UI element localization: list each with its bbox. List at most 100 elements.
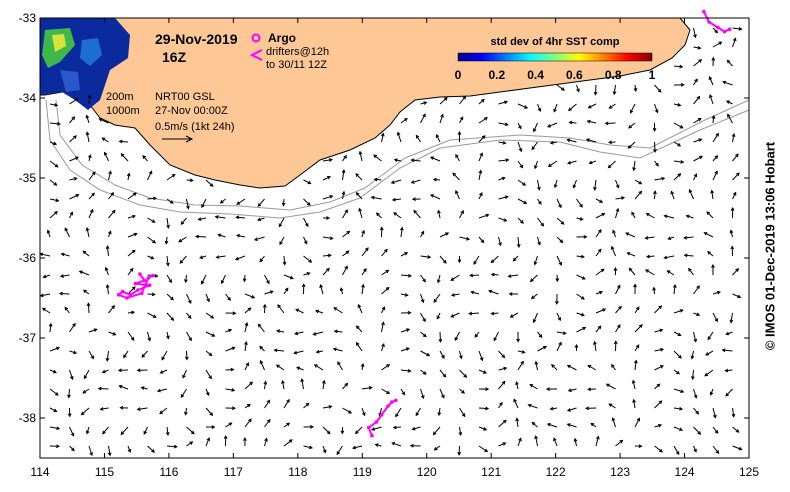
current-arrowhead: [580, 254, 585, 259]
current-arrowhead: [281, 379, 285, 384]
current-arrowhead: [530, 295, 535, 300]
current-arrow: [488, 290, 499, 295]
current-arrow: [143, 426, 148, 435]
latitude-axis: -33 -34 -35 -36 -37 -38: [19, 11, 749, 425]
current-arrow: [459, 210, 464, 219]
current-arrow: [235, 255, 246, 261]
current-arrow: [664, 255, 675, 259]
current-arrowhead: [344, 382, 349, 387]
current-arrowhead: [646, 254, 651, 259]
current-arrowhead: [422, 333, 427, 338]
current-arrow: [654, 445, 663, 453]
current-arrow: [730, 230, 733, 238]
current-arrow: [88, 209, 94, 219]
current-arrow: [454, 331, 460, 341]
current-arrow: [630, 103, 636, 114]
current-arrowhead: [659, 448, 663, 453]
current-arrow: [712, 291, 721, 295]
current-arrowhead: [257, 217, 262, 222]
current-arrow: [244, 362, 249, 371]
current-arrowhead: [78, 270, 83, 275]
current-arrowhead: [375, 212, 380, 217]
current-arrow: [283, 255, 286, 265]
current-arrow: [654, 191, 656, 200]
current-arrow: [166, 198, 174, 204]
current-arrow: [712, 312, 718, 322]
current-arrow: [474, 331, 480, 338]
current-arrow: [722, 349, 733, 352]
current-arrowhead: [599, 199, 604, 203]
current-arrow: [673, 284, 676, 295]
current-arrowhead: [690, 376, 695, 381]
current-arrowhead: [166, 262, 170, 267]
current-arrowhead: [426, 352, 431, 357]
current-arrowhead: [440, 113, 444, 118]
current-arrow: [342, 250, 350, 257]
current-arrowhead: [711, 114, 716, 119]
current-arrowhead: [345, 250, 350, 255]
current-arrow: [205, 331, 215, 337]
current-arrowhead: [360, 363, 365, 368]
current-arrowhead: [573, 437, 578, 442]
current-arrowhead: [585, 406, 590, 411]
current-arrowhead: [709, 94, 713, 99]
current-arrowhead: [561, 87, 565, 91]
current-arrowhead: [217, 233, 222, 238]
current-arrowhead: [103, 151, 108, 156]
current-arrowhead: [474, 333, 479, 338]
current-arrowhead: [200, 280, 205, 285]
current-arrowhead: [625, 232, 630, 236]
current-arrow: [357, 304, 363, 314]
current-arrowhead: [608, 403, 613, 407]
current-arrow: [322, 236, 333, 240]
current-arrow: [147, 171, 153, 181]
current-arrow: [313, 331, 324, 335]
current-arrow: [615, 179, 620, 188]
current-arrow: [88, 95, 91, 105]
current-arrowhead: [538, 201, 542, 205]
current-arrowhead: [627, 145, 632, 149]
current-arrow: [322, 445, 327, 453]
current-arrow: [420, 369, 427, 375]
current-arrow: [452, 172, 460, 181]
current-arrowhead: [580, 312, 585, 317]
current-arrowhead: [328, 158, 333, 162]
current-arrowhead: [468, 311, 473, 316]
current-arrowhead: [199, 255, 204, 259]
current-arrowhead: [420, 395, 425, 400]
current-arrow: [86, 426, 90, 434]
current-arrow: [712, 27, 718, 33]
current-arrowhead: [197, 217, 202, 221]
current-arrow: [420, 331, 427, 337]
current-arrow: [673, 103, 681, 106]
current-arrowhead: [463, 374, 468, 378]
current-arrow: [322, 254, 331, 257]
current-arrow: [49, 323, 52, 333]
current-arrowhead: [53, 182, 58, 186]
current-arrow: [615, 197, 625, 200]
current-arrow: [279, 236, 285, 245]
current-arrowhead: [131, 310, 136, 315]
current-arrowhead: [294, 331, 299, 336]
current-arrow: [645, 269, 655, 276]
current-arrow: [108, 305, 115, 314]
current-arrowhead: [479, 152, 484, 157]
current-arrow: [257, 198, 265, 207]
current-arrow: [356, 325, 363, 333]
current-arrowhead: [346, 230, 351, 235]
current-arrow: [478, 99, 485, 105]
current-arrow: [411, 179, 421, 184]
current-arrowhead: [613, 340, 618, 345]
current-arrow: [127, 445, 131, 453]
current-arrow: [61, 253, 70, 257]
current-arrow: [381, 388, 390, 394]
current-arrow: [123, 350, 129, 358]
current-arrow: [244, 341, 247, 352]
current-arrowhead: [537, 186, 541, 191]
current-arrow: [322, 176, 331, 181]
current-arrow: [576, 274, 586, 280]
current-arrowhead: [711, 263, 715, 268]
current-arrowhead: [484, 117, 488, 121]
current-arrow: [528, 404, 538, 409]
current-arrow: [236, 216, 246, 219]
